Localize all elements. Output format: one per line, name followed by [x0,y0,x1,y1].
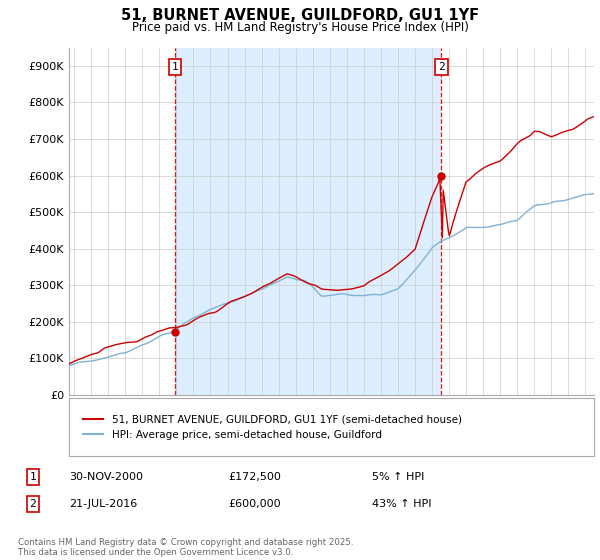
Text: Price paid vs. HM Land Registry's House Price Index (HPI): Price paid vs. HM Land Registry's House … [131,21,469,34]
Text: £172,500: £172,500 [228,472,281,482]
Text: 1: 1 [172,62,178,72]
Text: 2: 2 [29,499,37,509]
Text: 1: 1 [29,472,37,482]
Text: 2: 2 [438,62,445,72]
Legend: 51, BURNET AVENUE, GUILDFORD, GU1 1YF (semi-detached house), HPI: Average price,: 51, BURNET AVENUE, GUILDFORD, GU1 1YF (s… [79,411,465,443]
Bar [175,48,442,395]
Text: 5% ↑ HPI: 5% ↑ HPI [372,472,424,482]
Text: Contains HM Land Registry data © Crown copyright and database right 2025.
This d: Contains HM Land Registry data © Crown c… [18,538,353,557]
Text: 30-NOV-2000: 30-NOV-2000 [69,472,143,482]
Text: 21-JUL-2016: 21-JUL-2016 [69,499,137,509]
Text: £600,000: £600,000 [228,499,281,509]
Text: 51, BURNET AVENUE, GUILDFORD, GU1 1YF: 51, BURNET AVENUE, GUILDFORD, GU1 1YF [121,8,479,24]
Text: 43% ↑ HPI: 43% ↑ HPI [372,499,431,509]
